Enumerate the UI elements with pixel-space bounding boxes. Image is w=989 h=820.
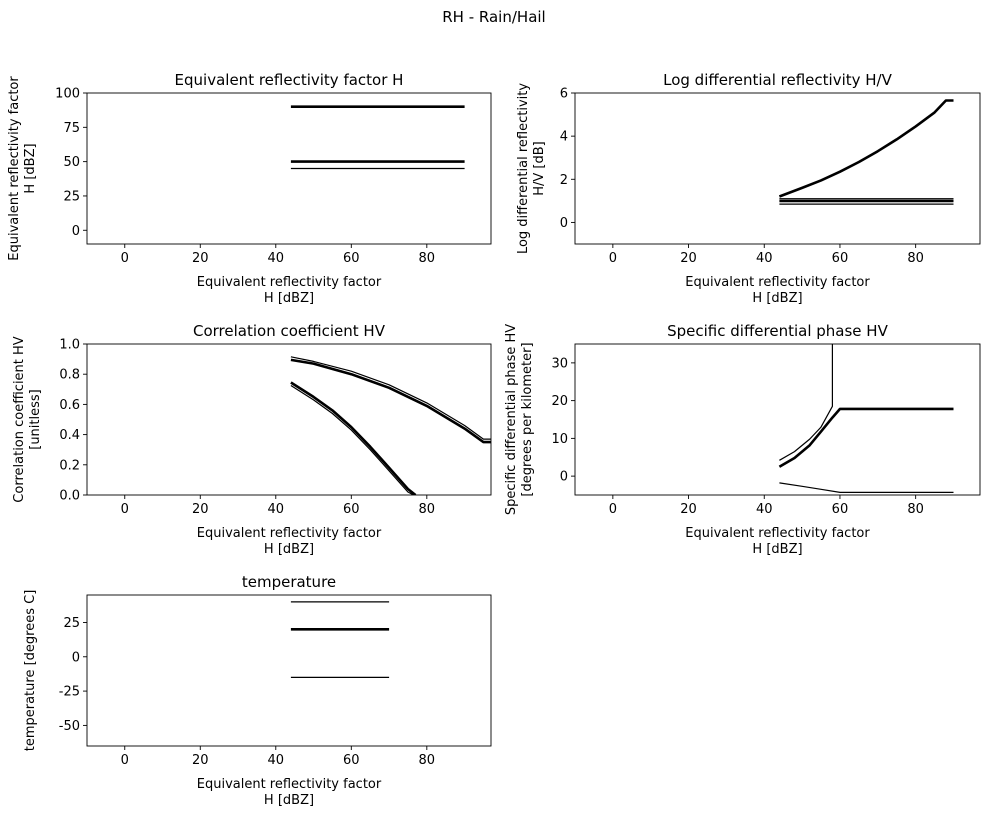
series-line-2 — [778, 407, 954, 468]
x-axis-label: H [dBZ] — [264, 291, 314, 306]
x-axis-label: H [dBZ] — [264, 542, 314, 557]
chart-panel-4: 0 20 40 60 80 0 10 20 30 Specific differential ph… — [504, 322, 981, 557]
x-tick-label: 0 — [609, 502, 617, 517]
series-group — [290, 601, 390, 679]
x-axis-label: Equivalent reflectivity factor — [685, 526, 870, 541]
x-axis-label: Equivalent reflectivity factor — [685, 275, 870, 290]
x-tick-label: 60 — [832, 502, 849, 517]
x-tick-label: 20 — [192, 753, 209, 768]
x-tick-label: 40 — [756, 502, 773, 517]
y-axis-label: Log differential reflectivity — [516, 83, 531, 254]
series-group — [778, 99, 954, 205]
y-tick-label: 25 — [63, 616, 80, 631]
y-axis-label: [degrees per kilometer] — [520, 342, 535, 496]
x-axis-label: Equivalent reflectivity factor — [197, 777, 382, 792]
series-line-1 — [779, 344, 834, 461]
x-axis-label: H [dBZ] — [752, 291, 802, 306]
series-line-1 — [290, 356, 491, 440]
series-group — [778, 344, 954, 493]
y-axis-label: Equivalent reflectivity factor — [7, 76, 22, 261]
y-tick-label: 25 — [63, 189, 80, 204]
y-axis-label: Correlation coefficient HV — [12, 336, 27, 502]
x-tick-label: 60 — [343, 502, 360, 517]
x-tick-label: 80 — [419, 753, 436, 768]
y-tick-label: 0 — [560, 216, 568, 231]
chart-panel-3: 0 20 40 60 80 0.0 0.2 0.4 0.6 0.8 1.0 Correlation c… — [12, 322, 492, 557]
y-tick-label: 10 — [551, 432, 568, 447]
y-axis-label: H [dBZ] — [23, 143, 38, 193]
x-tick-label: 20 — [192, 251, 209, 266]
x-axis-label: H [dBZ] — [264, 793, 314, 808]
chart-panel-1: 0 20 40 60 80 0 25 50 75 100 Equivalent reflectivi… — [7, 71, 492, 306]
chart-title: Log differential reflectivity H/V — [663, 71, 893, 89]
x-tick-label: 40 — [756, 251, 773, 266]
plot-frame — [86, 343, 492, 496]
y-tick-label: 30 — [551, 356, 568, 371]
series-group — [290, 105, 465, 170]
x-axis-label: H [dBZ] — [752, 542, 802, 557]
series-line-2 — [290, 358, 491, 444]
chart-title: temperature — [242, 573, 336, 591]
chart-panel-2: 0 20 40 60 80 0 2 4 6 Log differential reflectivi… — [516, 71, 981, 306]
chart-panel-5: 0 20 40 60 80 -50 -25 0 25 temperature Equivalent … — [23, 573, 492, 808]
x-tick-label: 60 — [832, 251, 849, 266]
x-tick-label: 0 — [121, 251, 129, 266]
plot-frame — [86, 594, 492, 747]
x-tick-label: 80 — [907, 502, 924, 517]
plot-frame — [86, 92, 492, 245]
y-tick-label: 0 — [72, 650, 80, 665]
plot-frame — [574, 92, 981, 245]
series-line-3 — [290, 381, 417, 495]
chart-title: Specific differential phase HV — [667, 322, 888, 340]
x-tick-label: 40 — [268, 753, 285, 768]
y-tick-label: 20 — [551, 394, 568, 409]
chart-title: Equivalent reflectivity factor H — [175, 71, 404, 89]
y-axis-label: temperature [degrees C] — [23, 590, 38, 752]
y-tick-label: 0.0 — [59, 489, 80, 504]
y-tick-label: 0.8 — [59, 368, 80, 383]
y-tick-label: 4 — [560, 130, 568, 145]
x-tick-label: 40 — [268, 502, 285, 517]
y-tick-label: 2 — [560, 173, 568, 188]
x-tick-label: 80 — [419, 251, 436, 266]
series-line-4 — [290, 384, 414, 495]
plot-frame — [574, 343, 981, 496]
chart-title: Correlation coefficient HV — [193, 322, 386, 340]
y-axis-label: [unitless] — [28, 389, 43, 450]
y-tick-label: 0.6 — [59, 398, 80, 413]
y-axis-label: Specific differential phase HV — [504, 324, 519, 515]
y-tick-label: 0 — [560, 470, 568, 485]
x-tick-label: 40 — [268, 251, 285, 266]
y-axis-label: H/V [dB] — [532, 141, 547, 196]
y-tick-label: 1.0 — [59, 338, 80, 353]
y-tick-label: -25 — [59, 685, 80, 700]
x-tick-label: 80 — [907, 251, 924, 266]
y-tick-label: 75 — [63, 121, 80, 136]
figure-title: RH - Rain/Hail — [442, 8, 545, 26]
x-tick-label: 60 — [343, 753, 360, 768]
series-line-3 — [779, 482, 954, 493]
x-axis-label: Equivalent reflectivity factor — [197, 526, 382, 541]
y-tick-label: 100 — [55, 87, 80, 102]
x-tick-label: 0 — [609, 251, 617, 266]
y-tick-label: 0 — [72, 224, 80, 239]
x-tick-label: 0 — [121, 753, 129, 768]
x-tick-label: 20 — [680, 251, 697, 266]
x-axis-label: Equivalent reflectivity factor — [197, 275, 382, 290]
y-tick-label: 6 — [560, 87, 568, 102]
series-line-1 — [778, 99, 954, 198]
x-tick-label: 20 — [680, 502, 697, 517]
x-tick-label: 80 — [419, 502, 436, 517]
y-tick-label: 0.2 — [59, 458, 80, 473]
y-tick-label: 50 — [63, 155, 80, 170]
x-tick-label: 60 — [343, 251, 360, 266]
x-tick-label: 0 — [121, 502, 129, 517]
y-tick-label: -50 — [59, 719, 80, 734]
x-tick-label: 20 — [192, 502, 209, 517]
series-group — [290, 356, 491, 495]
y-tick-label: 0.4 — [59, 428, 80, 443]
